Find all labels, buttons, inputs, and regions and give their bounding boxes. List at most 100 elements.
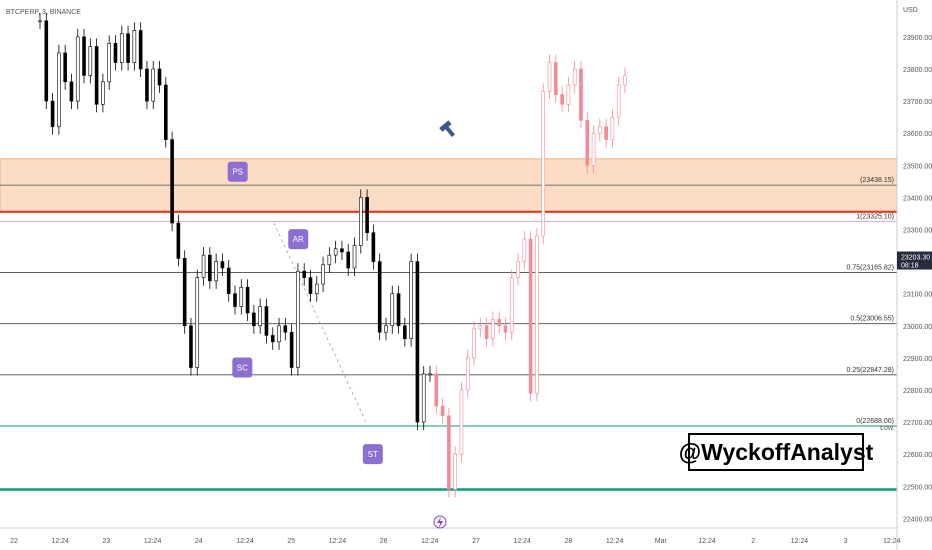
candle-body	[189, 325, 193, 368]
candle-body	[403, 325, 407, 339]
x-tick-label: 3	[844, 538, 848, 545]
x-tick-label: 12:24	[791, 538, 809, 545]
candle-body	[585, 120, 590, 166]
annotation-label: PS	[232, 168, 243, 177]
candle-body	[365, 197, 369, 233]
candles	[38, 12, 627, 498]
level-label: 0(22688.00)	[856, 418, 894, 425]
candle-body	[447, 415, 451, 490]
x-tick-label: 22	[10, 538, 18, 545]
candle-body	[346, 251, 351, 269]
candle-body	[371, 232, 376, 262]
candle-body	[478, 325, 483, 330]
candle-body	[157, 68, 162, 86]
candle-body	[289, 331, 294, 368]
y-tick-label: 23500.00	[903, 163, 932, 170]
x-tick-label: 12:24	[421, 538, 439, 545]
x-tick-label: 12:24	[606, 538, 624, 545]
y-tick-label: 23100.00	[903, 292, 932, 299]
candle-body	[182, 258, 187, 327]
y-tick-label: 22700.00	[903, 420, 932, 427]
candle-body	[75, 36, 80, 102]
level-label: 0.5(23006.55)	[850, 316, 894, 323]
axis-unit: USD	[903, 7, 918, 14]
candle-body	[220, 261, 225, 269]
y-tick-label: 23700.00	[903, 99, 932, 106]
candle-body	[151, 68, 156, 102]
level-label: 1(23325.10)	[856, 213, 894, 220]
candle-body	[566, 84, 571, 105]
candle-body	[440, 405, 445, 416]
candle-body	[352, 245, 357, 269]
x-tick-label: Mar	[655, 538, 668, 545]
candle-body	[226, 267, 231, 294]
candle-body	[421, 373, 426, 423]
candle-body	[340, 248, 344, 253]
y-tick-label: 22600.00	[903, 452, 932, 459]
candle-body	[138, 30, 143, 70]
candle-body	[560, 94, 564, 105]
lightning-icon[interactable]	[433, 515, 447, 529]
x-tick-label: 27	[472, 538, 480, 545]
candle-body	[82, 36, 86, 76]
low-tag: Low	[880, 425, 894, 432]
x-tick-label: 26	[380, 538, 388, 545]
candle-body	[214, 261, 218, 282]
annotation-label: ST	[368, 450, 378, 459]
candle-body	[384, 325, 388, 333]
candle-body	[572, 68, 577, 86]
y-tick-label: 23800.00	[903, 67, 932, 74]
candle-body	[497, 319, 501, 327]
y-tick-label: 22500.00	[903, 484, 932, 491]
candle-body	[63, 52, 67, 83]
candle-body	[302, 270, 306, 278]
x-tick-label: 2	[751, 538, 755, 545]
time-axis: 22 12:24 23 12:24 24 12:24 25 12:24 26 12:24 27 12:…	[0, 527, 901, 545]
candle-body	[264, 306, 269, 336]
candle-body	[38, 20, 42, 23]
candle-body	[201, 254, 206, 278]
candle-body	[359, 197, 363, 246]
candle-body	[208, 254, 212, 282]
candle-body	[541, 91, 546, 237]
wyckoff-annotations: PS AR SC ST	[227, 161, 383, 465]
candle-body	[516, 261, 520, 278]
x-tick-label: 12:24	[698, 538, 716, 545]
y-tick-label: 23000.00	[903, 324, 932, 331]
candle-body	[101, 81, 105, 105]
candle-body	[195, 277, 200, 368]
candle-body	[428, 373, 432, 376]
candle-body	[616, 84, 621, 118]
hammer-icon	[439, 120, 455, 137]
candle-body	[459, 389, 464, 455]
annotation-label: SC	[237, 364, 248, 373]
candle-body	[333, 248, 338, 256]
candle-body	[610, 116, 615, 140]
candle-body	[522, 238, 527, 262]
x-tick-label: 12:24	[51, 538, 69, 545]
candle-body	[390, 293, 395, 327]
y-tick-label: 23900.00	[903, 35, 932, 42]
watermark: @WyckoffAnalyst	[679, 433, 873, 471]
current-price-label: 23203.30	[901, 255, 930, 262]
candle-body	[321, 264, 325, 285]
candle-body	[176, 222, 181, 259]
x-tick-label: 12:24	[144, 538, 162, 545]
candle-body	[113, 43, 118, 63]
candle-body	[604, 126, 608, 140]
candle-body	[170, 139, 174, 224]
candle-body	[88, 46, 93, 76]
x-tick-label: 12:24	[513, 538, 531, 545]
candle-body	[623, 75, 627, 86]
y-tick-label: 22400.00	[903, 516, 932, 523]
candle-body	[258, 306, 262, 327]
level-label: 0.25(22847.28)	[847, 367, 894, 374]
candle-body	[327, 254, 332, 266]
candle-body	[107, 43, 111, 83]
y-tick-label: 23400.00	[903, 195, 932, 202]
candle-body	[472, 328, 476, 359]
candle-body	[44, 20, 49, 102]
candle-body	[233, 293, 237, 307]
candle-body	[491, 319, 495, 339]
